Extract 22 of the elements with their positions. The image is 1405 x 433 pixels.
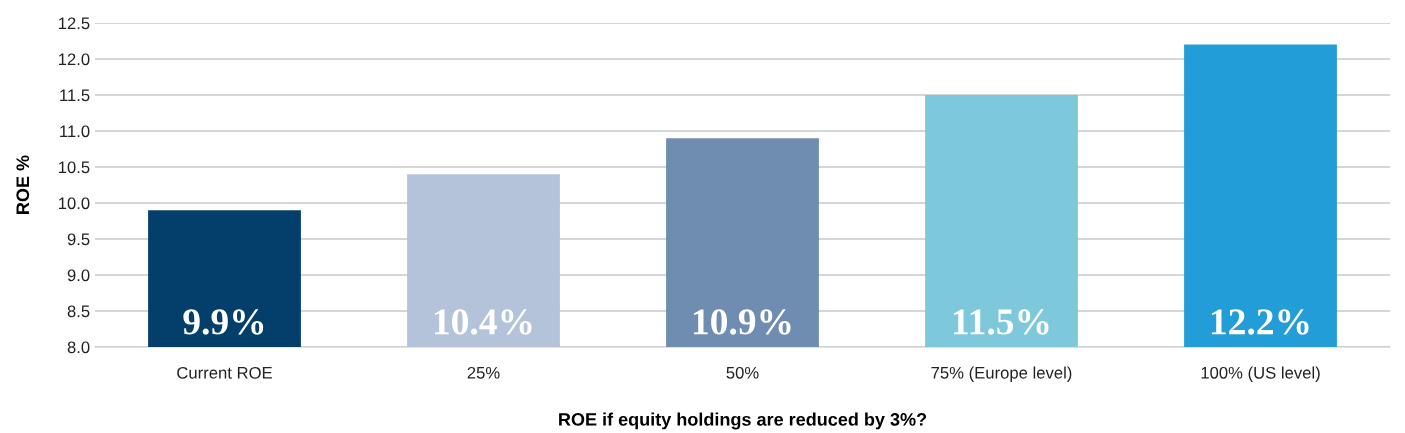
x-tick-label: Current ROE xyxy=(177,366,272,379)
x-tick-label: 50% xyxy=(726,366,759,379)
y-tick-label: 9.0 xyxy=(67,269,90,282)
y-tick-label: 11.5 xyxy=(60,89,90,102)
data-label: 10.4% xyxy=(434,309,532,335)
y-tick-label: 10.0 xyxy=(58,197,90,210)
x-tick-label: 100% (US level) xyxy=(1201,366,1320,382)
x-tick-label: 75% (Europe level) xyxy=(931,366,1072,382)
y-tick-label: 8.5 xyxy=(67,305,90,318)
y-tick-label: 9.5 xyxy=(67,233,90,246)
data-label: 12.2% xyxy=(1211,309,1309,335)
x-tick-label: 25% xyxy=(467,366,500,379)
x-axis-title: ROE if equity holdings are reduced by 3%? xyxy=(559,412,927,430)
y-tick-label: 11.0 xyxy=(60,125,90,138)
data-label: 9.9% xyxy=(183,309,264,335)
data-label: 10.9% xyxy=(693,309,791,335)
y-tick-label: 12.5 xyxy=(58,17,90,30)
y-tick-label: 12.0 xyxy=(58,53,90,66)
y-tick-label: 10.5 xyxy=(58,161,90,174)
y-tick-label: 8.0 xyxy=(67,341,90,354)
y-axis-title: ROE % xyxy=(16,155,30,214)
data-label: 11.5% xyxy=(953,309,1049,335)
